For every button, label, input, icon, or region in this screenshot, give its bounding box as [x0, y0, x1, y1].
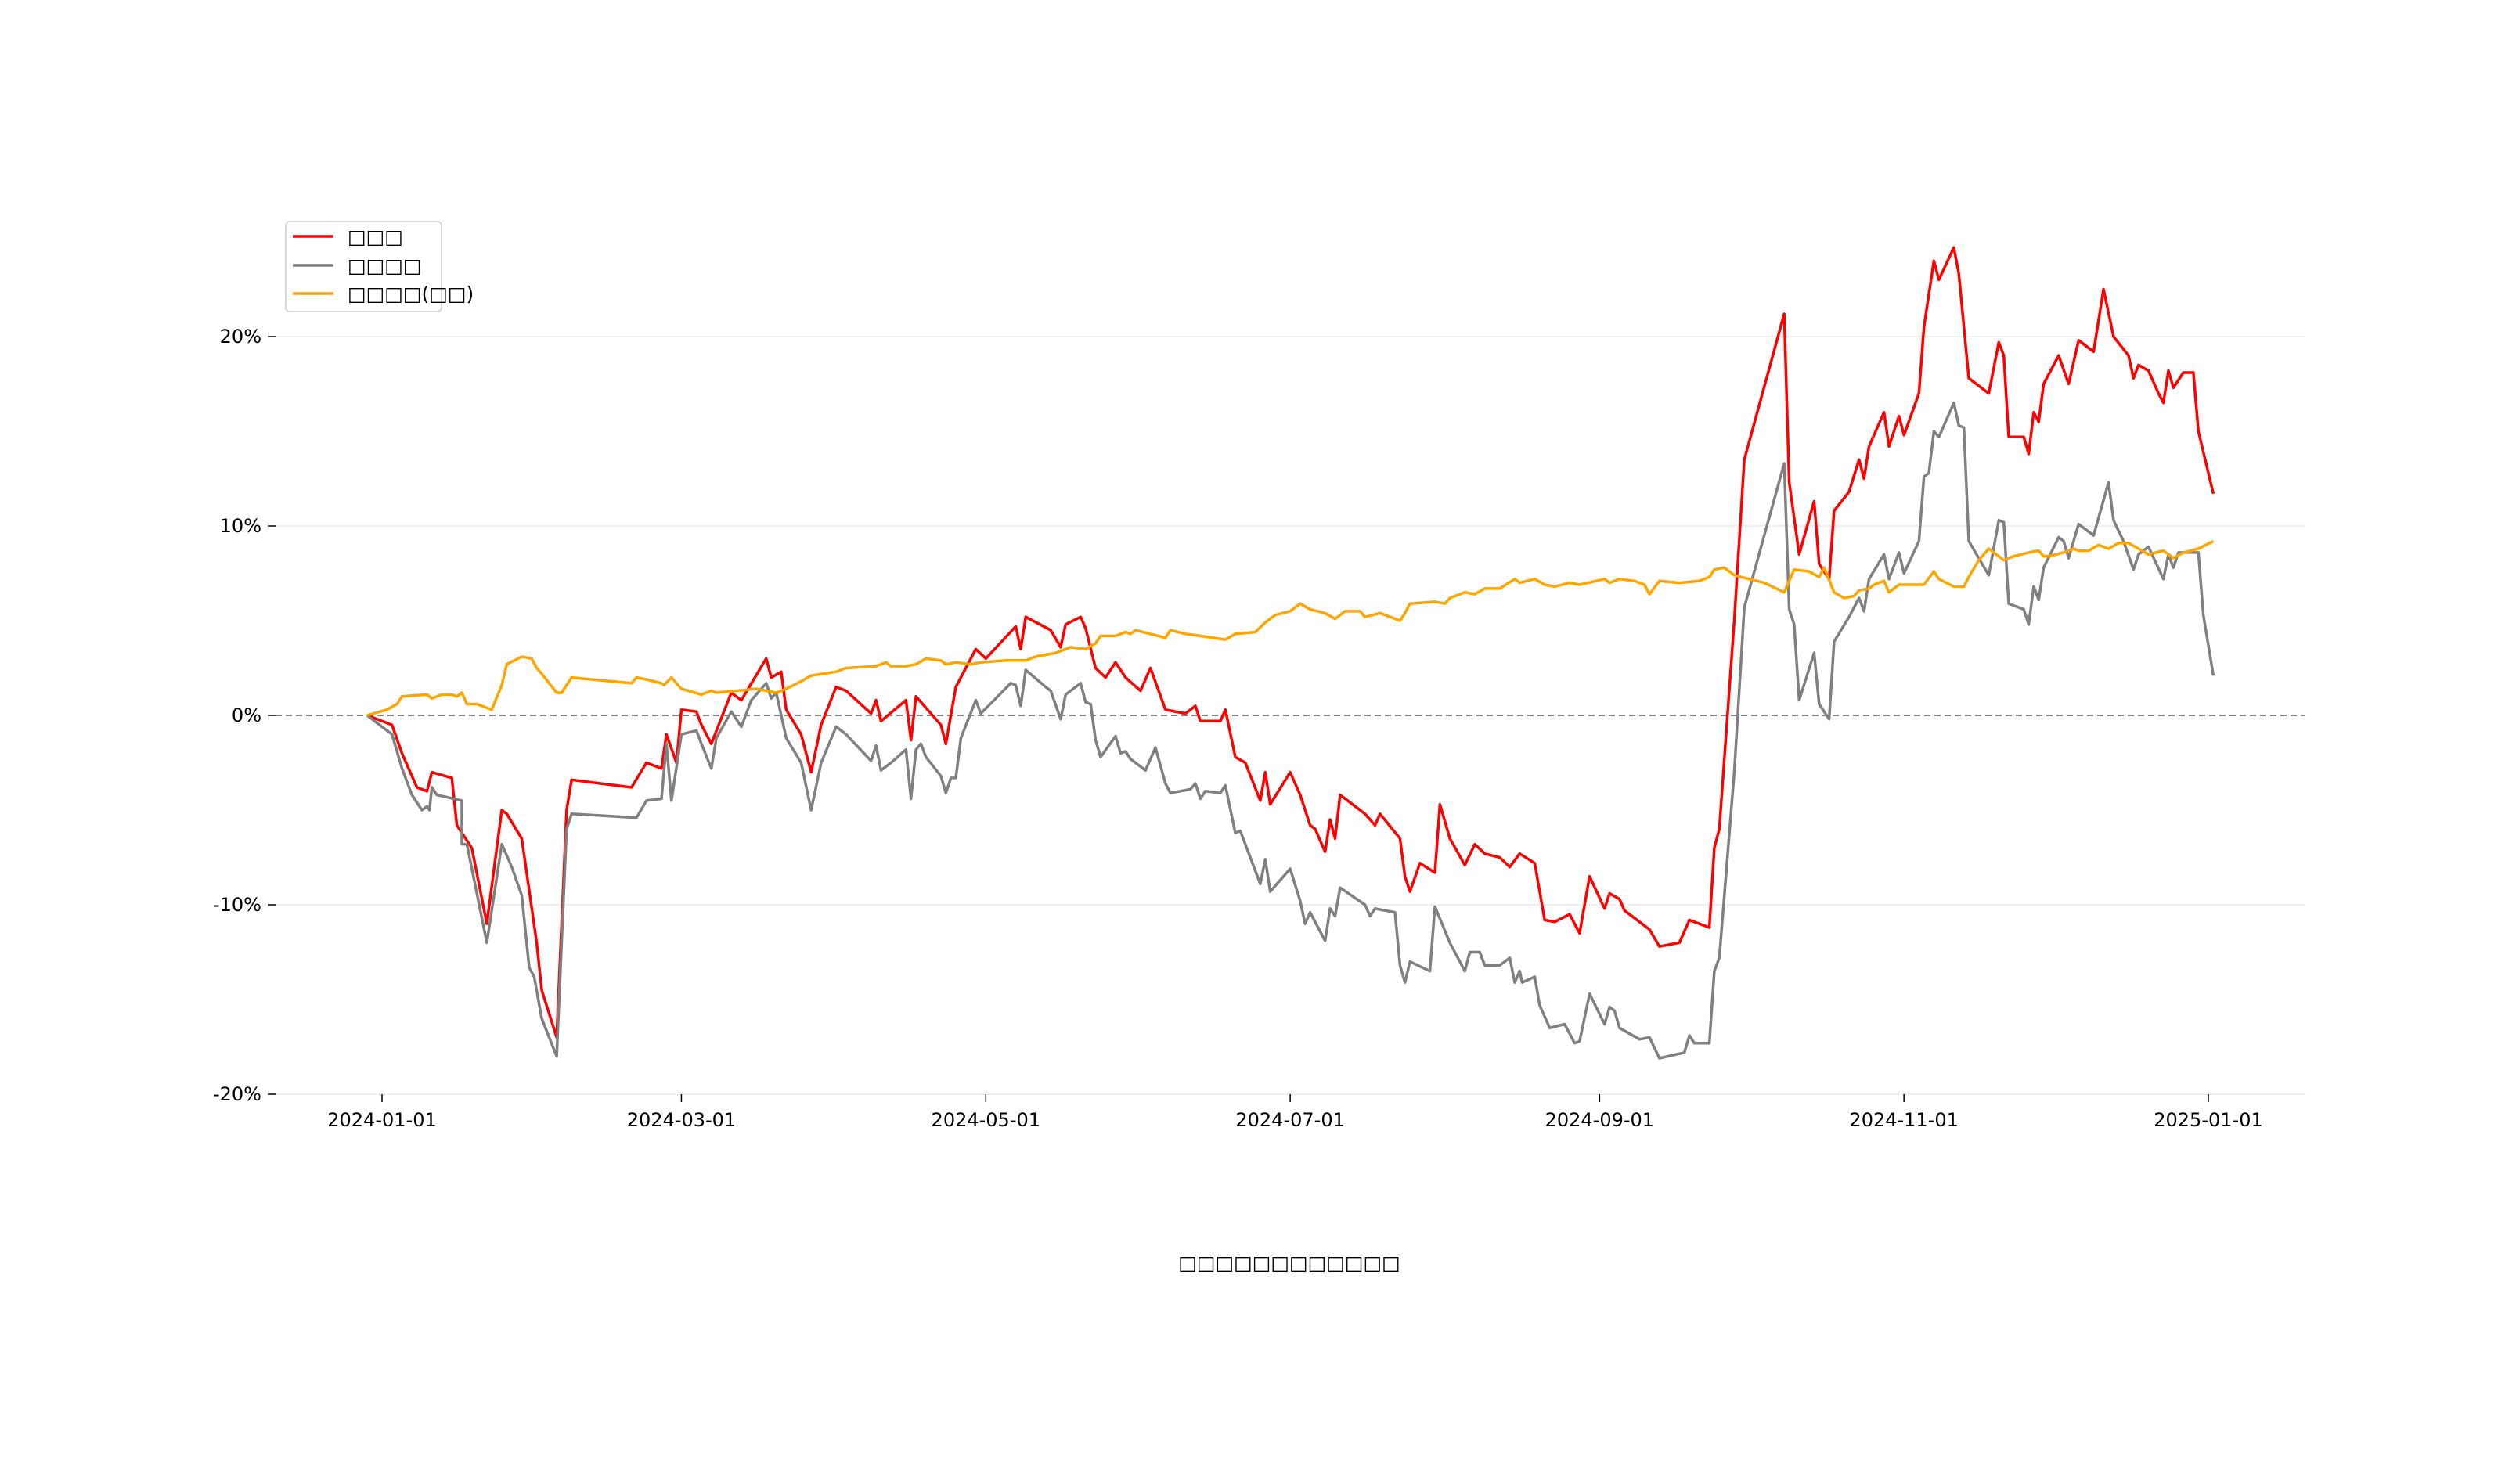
x-tick-label: 2024-01-01 [327, 1109, 436, 1131]
x-tick-label: 2024-05-01 [932, 1109, 1040, 1131]
y-tick-label: 20% [220, 326, 261, 348]
legend-label-strategy: □□□ [348, 225, 403, 248]
y-tick-label: 10% [220, 515, 261, 537]
x-tick-label: 2025-01-01 [2154, 1109, 2262, 1131]
y-tick-label: -10% [213, 894, 261, 916]
x-tick-label: 2024-11-01 [1849, 1109, 1958, 1131]
strategy-line [366, 246, 2215, 1039]
legend: □□□ □□□□ □□□□(□□) [285, 221, 474, 312]
x-tick-label: 2024-03-01 [627, 1109, 736, 1131]
x-tick-label: 2024-09-01 [1545, 1109, 1654, 1131]
chart-caption: □□□□□□□□□□□□ [1178, 1252, 1400, 1274]
x-tick-label: 2024-07-01 [1235, 1109, 1344, 1131]
excess-return-line [366, 539, 2215, 717]
x-axis: 2024-01-01 2024-03-01 2024-05-01 2024-07-01… [327, 1094, 2263, 1131]
series-lines [366, 246, 2215, 1060]
legend-label-excess: □□□□(□□) [348, 283, 474, 305]
y-axis: -20% -10% 0% 10% 20% [213, 326, 276, 1105]
y-tick-label: -20% [213, 1083, 261, 1105]
benchmark-line [366, 401, 2215, 1060]
y-tick-label: 0% [232, 704, 261, 726]
legend-box [285, 221, 442, 312]
legend-label-benchmark: □□□□ [348, 254, 421, 277]
